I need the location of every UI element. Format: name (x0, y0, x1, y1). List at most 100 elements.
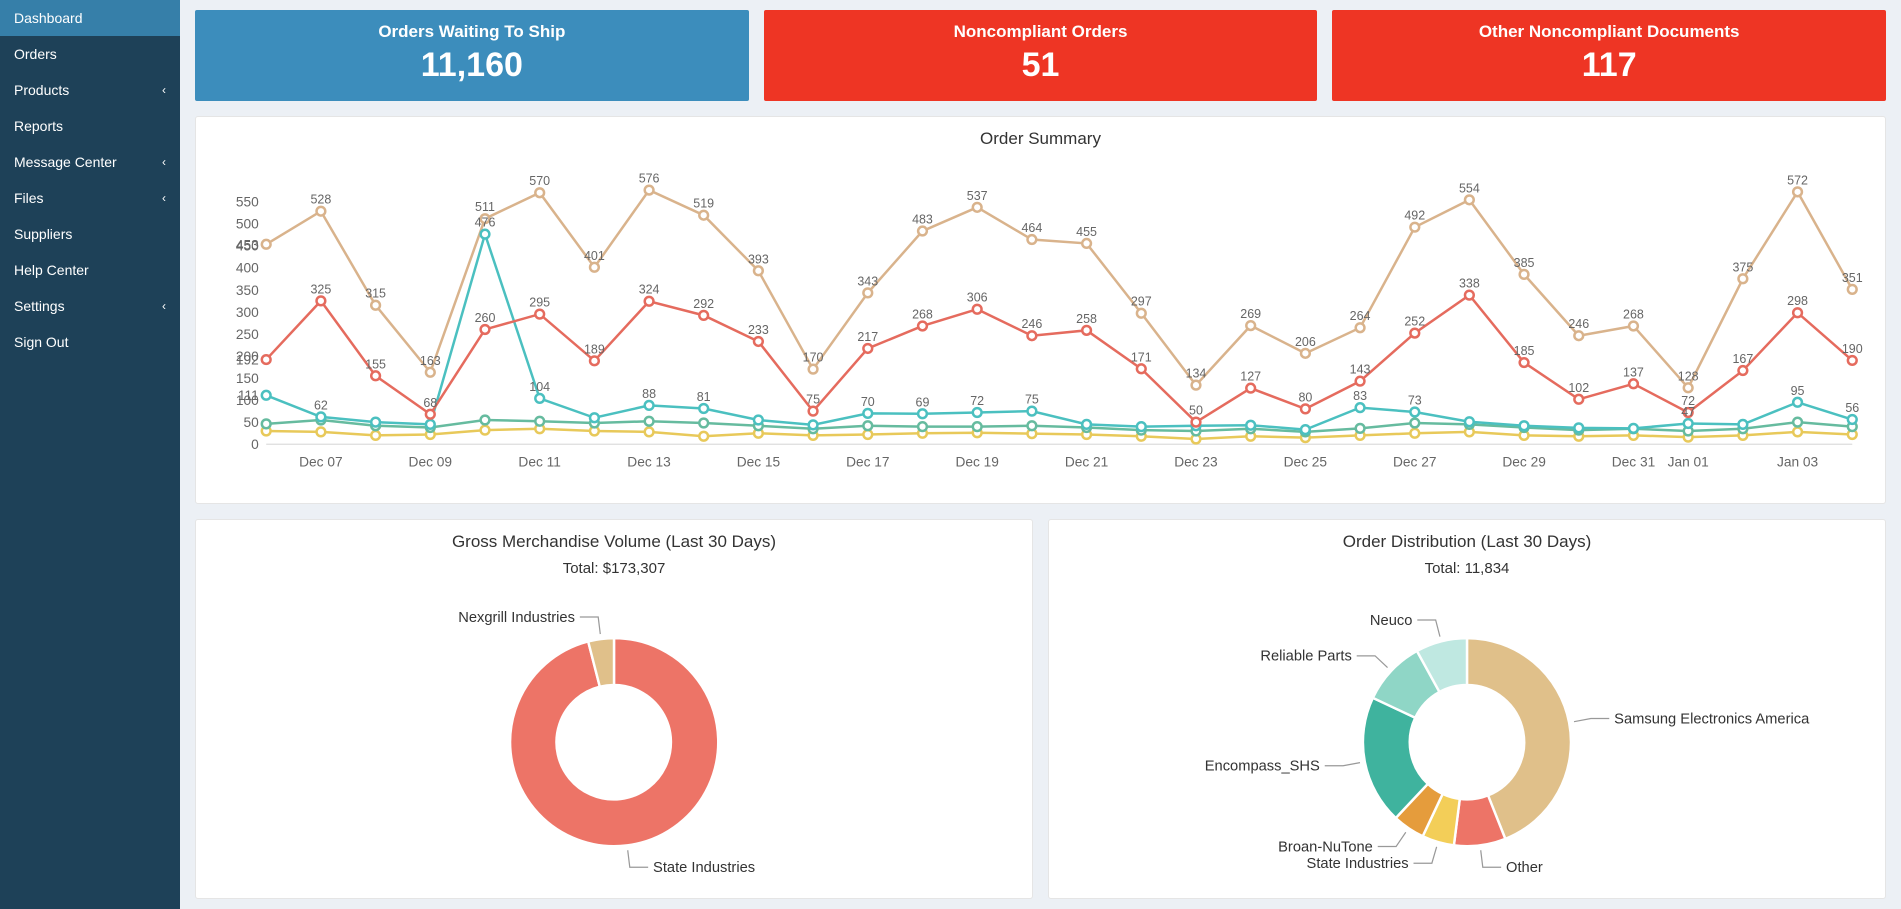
order-summary-panel: Order Summary 05010015020025030035040045… (195, 116, 1886, 504)
svg-text:511: 511 (475, 200, 495, 214)
svg-text:75: 75 (806, 393, 820, 407)
svg-text:576: 576 (639, 172, 660, 186)
svg-text:Dec 07: Dec 07 (299, 455, 342, 470)
svg-text:150: 150 (236, 371, 259, 386)
svg-text:Dec 19: Dec 19 (955, 455, 998, 470)
svg-text:127: 127 (1240, 370, 1261, 384)
svg-text:246: 246 (1021, 317, 1042, 331)
kpi-tiles-row: Orders Waiting To Ship 11,160 Noncompliant… (195, 10, 1886, 101)
svg-text:171: 171 (1131, 350, 1152, 364)
chevron-left-icon: ‹ (162, 155, 166, 169)
svg-text:206: 206 (1295, 335, 1316, 349)
kpi-tile-value: 11,160 (205, 46, 739, 85)
svg-text:476: 476 (475, 216, 496, 230)
svg-text:343: 343 (857, 274, 878, 288)
svg-text:Dec 11: Dec 11 (518, 455, 560, 470)
sidebar-item-label: Sign Out (14, 334, 68, 350)
svg-text:State Industries: State Industries (1307, 856, 1409, 872)
svg-text:State Industries: State Industries (653, 860, 755, 876)
svg-text:400: 400 (236, 261, 259, 276)
svg-text:170: 170 (803, 351, 824, 365)
svg-text:Encompass_SHS: Encompass_SHS (1205, 758, 1320, 774)
svg-text:111: 111 (238, 388, 259, 403)
order-summary-title: Order Summary (210, 129, 1871, 149)
svg-text:483: 483 (912, 213, 933, 227)
kpi-tile[interactable]: Other Noncompliant Documents117 (1332, 10, 1886, 101)
gmv-donut-chart: State Industries Nexgrill Industries (210, 583, 1018, 877)
svg-text:250: 250 (236, 327, 259, 342)
svg-text:Broan-NuTone: Broan-NuTone (1278, 839, 1373, 855)
svg-text:69: 69 (916, 395, 930, 409)
chevron-left-icon: ‹ (162, 83, 166, 97)
svg-text:298: 298 (1787, 294, 1808, 308)
kpi-tile-value: 51 (774, 46, 1308, 85)
svg-text:393: 393 (748, 252, 769, 266)
gmv-subtitle: Total: $173,307 (210, 560, 1018, 577)
svg-text:264: 264 (1350, 309, 1371, 323)
main-content: Orders Waiting To Ship 11,160 Noncompliant… (180, 0, 1901, 909)
svg-text:80: 80 (1298, 390, 1312, 404)
svg-text:143: 143 (1350, 363, 1371, 377)
svg-text:Samsung Electronics America: Samsung Electronics America (1614, 711, 1810, 727)
svg-text:75: 75 (1025, 393, 1039, 407)
svg-text:550: 550 (236, 195, 259, 210)
svg-text:500: 500 (236, 217, 259, 232)
svg-text:Dec 25: Dec 25 (1284, 455, 1328, 470)
svg-text:351: 351 (1842, 271, 1863, 285)
svg-text:62: 62 (314, 398, 328, 412)
kpi-tile-title: Orders Waiting To Ship (205, 22, 739, 42)
svg-text:83: 83 (1353, 389, 1367, 403)
sidebar-item-settings[interactable]: Settings‹ (0, 288, 180, 324)
kpi-tile[interactable]: Orders Waiting To Ship 11,160 (195, 10, 749, 101)
sidebar-item-sign-out[interactable]: Sign Out (0, 324, 180, 360)
chevron-left-icon: ‹ (162, 299, 166, 313)
svg-text:50: 50 (243, 415, 259, 430)
order-dist-donut-chart: Samsung Electronics America Other State In… (1063, 583, 1871, 877)
order-dist-subtitle: Total: 11,834 (1063, 560, 1871, 577)
svg-text:167: 167 (1732, 352, 1753, 366)
svg-text:Jan 03: Jan 03 (1777, 455, 1819, 470)
svg-text:192: 192 (236, 353, 259, 368)
sidebar-item-dashboard[interactable]: Dashboard (0, 0, 180, 36)
svg-text:Dec 23: Dec 23 (1174, 455, 1218, 470)
svg-text:Other: Other (1506, 860, 1543, 876)
svg-text:Jan 01: Jan 01 (1668, 455, 1709, 470)
svg-text:260: 260 (475, 311, 496, 325)
sidebar-item-help-center[interactable]: Help Center (0, 252, 180, 288)
sidebar-item-label: Help Center (14, 262, 89, 278)
svg-text:325: 325 (310, 282, 331, 296)
sidebar-item-message-center[interactable]: Message Center‹ (0, 144, 180, 180)
sidebar-item-label: Reports (14, 118, 63, 134)
svg-text:252: 252 (1404, 315, 1425, 329)
sidebar-item-suppliers[interactable]: Suppliers (0, 216, 180, 252)
svg-text:455: 455 (1076, 225, 1097, 239)
svg-text:572: 572 (1787, 173, 1808, 187)
svg-text:300: 300 (236, 305, 259, 320)
sidebar-item-files[interactable]: Files‹ (0, 180, 180, 216)
svg-text:128: 128 (1678, 369, 1699, 383)
svg-text:Dec 21: Dec 21 (1065, 455, 1108, 470)
svg-text:268: 268 (912, 307, 933, 321)
svg-text:295: 295 (529, 296, 550, 310)
sidebar-item-products[interactable]: Products‹ (0, 72, 180, 108)
svg-text:134: 134 (1186, 367, 1207, 381)
svg-text:72: 72 (970, 394, 984, 408)
svg-text:Reliable Parts: Reliable Parts (1260, 648, 1351, 664)
svg-text:554: 554 (1459, 181, 1480, 195)
sidebar-item-orders[interactable]: Orders (0, 36, 180, 72)
svg-text:Nexgrill Industries: Nexgrill Industries (458, 610, 575, 626)
kpi-tile-title: Other Noncompliant Documents (1342, 22, 1876, 42)
kpi-tile[interactable]: Noncompliant Orders 51 (764, 10, 1318, 101)
svg-text:73: 73 (1408, 394, 1422, 408)
svg-text:492: 492 (1404, 209, 1425, 223)
svg-text:185: 185 (1514, 344, 1535, 358)
svg-text:163: 163 (420, 354, 441, 368)
chevron-left-icon: ‹ (162, 191, 166, 205)
svg-text:350: 350 (236, 283, 259, 298)
svg-text:217: 217 (857, 330, 878, 344)
kpi-tile-title: Noncompliant Orders (774, 22, 1308, 42)
svg-text:81: 81 (697, 390, 711, 404)
svg-text:68: 68 (423, 396, 437, 410)
svg-text:Dec 31: Dec 31 (1612, 455, 1655, 470)
sidebar-item-reports[interactable]: Reports (0, 108, 180, 144)
